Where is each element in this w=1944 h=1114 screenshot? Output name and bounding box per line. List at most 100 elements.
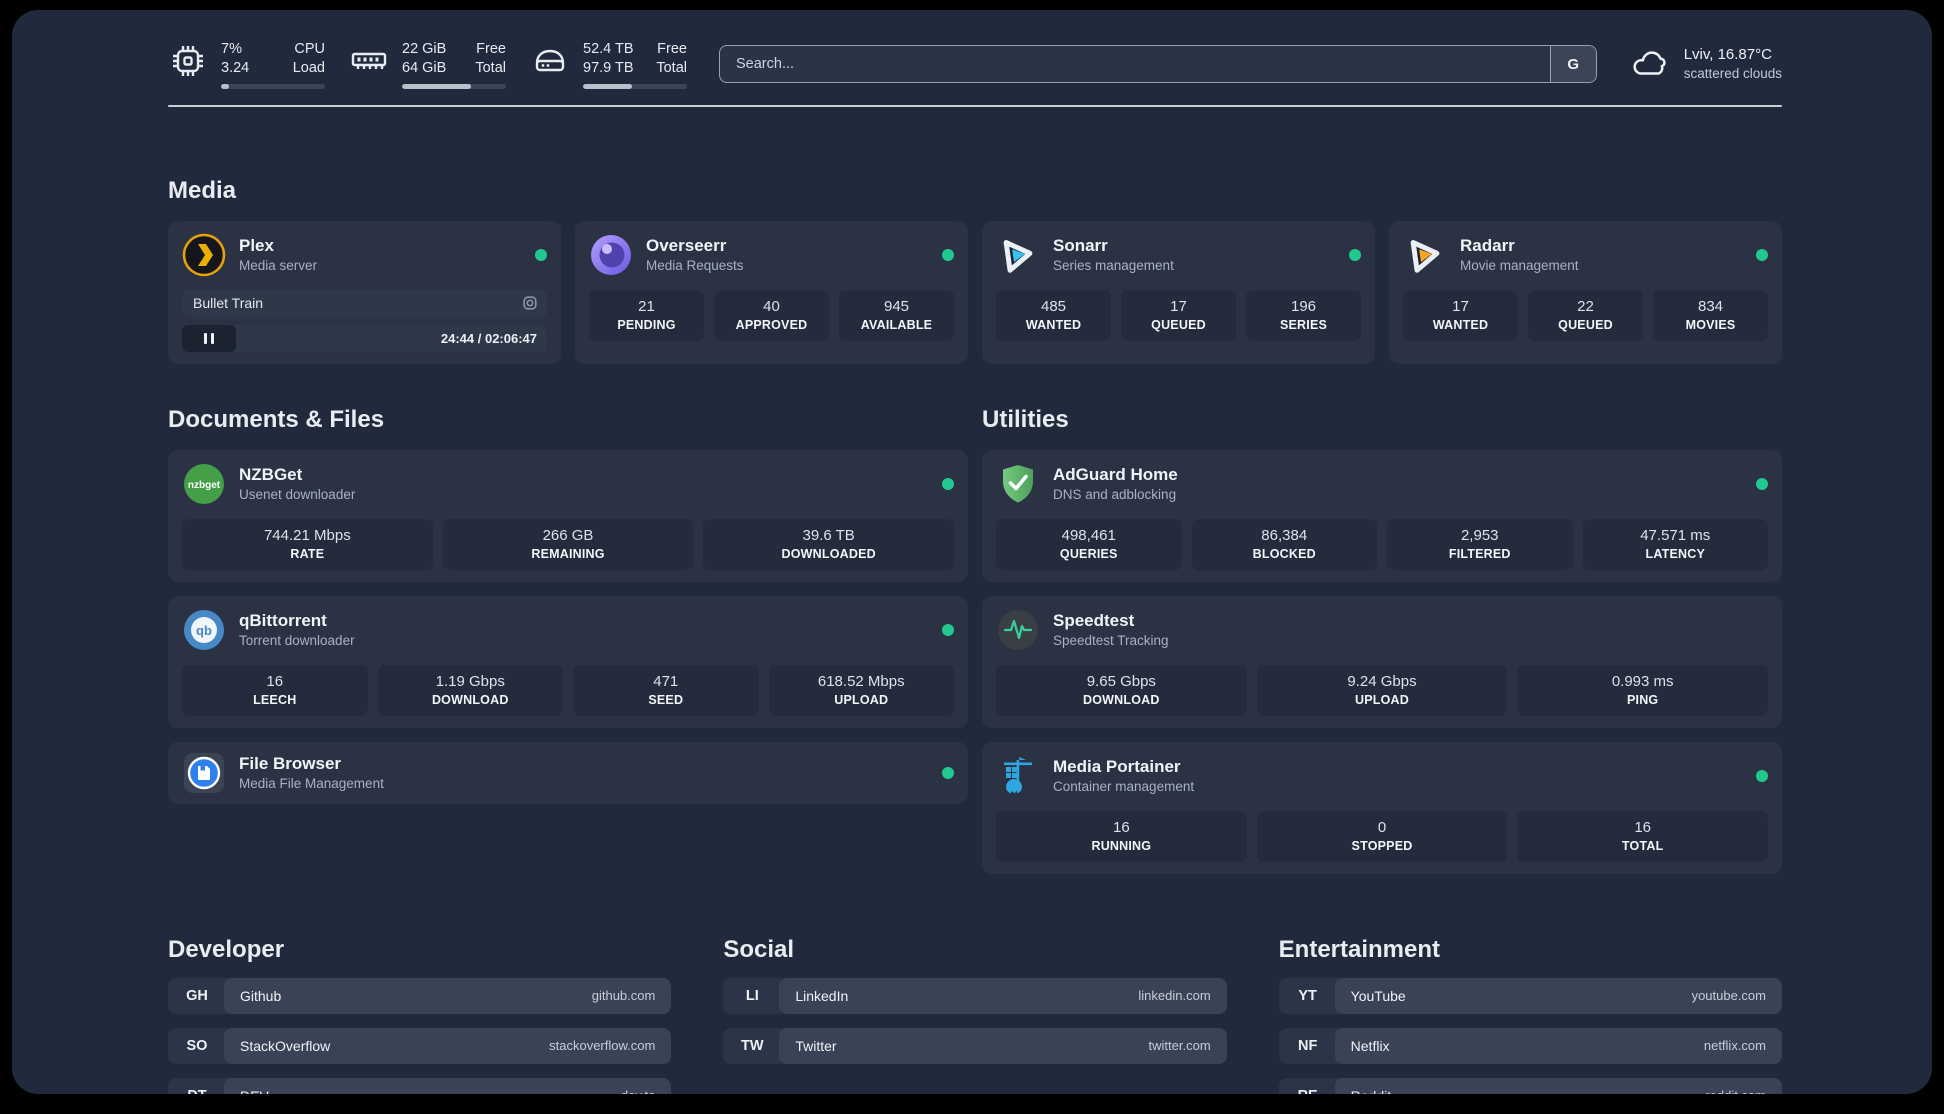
sonarr-app-link[interactable]: Sonarr Series management: [996, 233, 1174, 277]
section-title-media: Media: [168, 176, 237, 204]
stat-label: APPROVED: [735, 317, 808, 332]
overseerr-status-dot: [942, 248, 954, 261]
link-row-github[interactable]: GH Github github.com: [168, 977, 672, 1014]
ram-progress-bar: [402, 83, 506, 89]
stat-value: 266 GB: [542, 526, 594, 544]
sonarr-stat-series: 196 SERIES: [1246, 289, 1361, 341]
stat-label: RUNNING: [1091, 838, 1152, 853]
disk-total-label: Total: [656, 59, 687, 76]
stat-value: 471: [653, 672, 679, 690]
link-row-stackoverflow[interactable]: SO StackOverflow stackoverflow.com: [168, 1027, 672, 1064]
filebrowser-name: File Browser: [239, 753, 342, 773]
stat-value: 744.21 Mbps: [263, 526, 351, 544]
section-title-entertainment: Entertainment: [1278, 935, 1441, 963]
portainer-name: Media Portainer: [1053, 756, 1181, 776]
nzbget-stat-remaining: 266 GB REMAINING: [442, 518, 694, 570]
search-input[interactable]: [720, 46, 1550, 83]
radarr-status-dot: [1756, 248, 1768, 261]
qbittorrent-subtitle: Torrent downloader: [239, 632, 355, 648]
speedtest-subtitle: Speedtest Tracking: [1053, 632, 1169, 648]
now-playing-row: Bullet Train: [182, 289, 547, 317]
stat-value: 834: [1697, 297, 1724, 315]
adguard-subtitle: DNS and adblocking: [1053, 486, 1177, 502]
disk-free-label: Free: [657, 41, 687, 57]
adguard-app-link[interactable]: AdGuard Home DNS and adblocking: [996, 462, 1178, 506]
adguard-card: AdGuard Home DNS and adblocking 498,461 …: [982, 449, 1782, 582]
plex-icon: [182, 233, 226, 276]
sonarr-stat-queued: 17 QUEUED: [1121, 289, 1236, 341]
filebrowser-icon: [184, 752, 224, 793]
stat-label: AVAILABLE: [860, 317, 933, 332]
social-section: Social LI LinkedIn linkedin.com TW Twitt…: [723, 935, 1227, 1094]
link-name: YouTube: [1350, 987, 1406, 1004]
cpu-icon: [173, 46, 203, 76]
radarr-name: Radarr: [1460, 235, 1515, 255]
settings-icon[interactable]: [522, 295, 538, 311]
stat-label: RATE: [290, 546, 325, 561]
plex-app-link[interactable]: Plex Media server: [182, 233, 317, 277]
disk-progress-fill: [583, 83, 632, 89]
top-bar: 7% 3.24 CPU Load: [168, 10, 1782, 89]
link-name: Reddit: [1351, 1088, 1391, 1094]
weather-location-temp: Lviv, 16.87°C: [1683, 46, 1772, 64]
sonarr-name: Sonarr: [1053, 235, 1108, 255]
nzbget-app-link[interactable]: nzbget NZBGet Usenet downloader: [182, 462, 355, 506]
link-name: LinkedIn: [795, 987, 849, 1004]
speedtest-app-link[interactable]: Speedtest Speedtest Tracking: [996, 608, 1169, 652]
filebrowser-app-link[interactable]: File Browser Media File Management: [182, 751, 384, 795]
stat-value: 2,953: [1460, 526, 1499, 544]
stat-label: WANTED: [1025, 317, 1082, 332]
stat-value: 21: [638, 297, 655, 315]
radarr-icon: [1410, 239, 1440, 273]
link-row-youtube[interactable]: YT YouTube youtube.com: [1278, 977, 1782, 1014]
radarr-app-link[interactable]: Radarr Movie management: [1403, 233, 1579, 277]
media-grid: Plex Media server Bullet Train 24:44: [168, 220, 1782, 364]
stat-value: 16: [266, 672, 284, 690]
playback-progress-row[interactable]: 24:44 / 02:06:47: [182, 324, 547, 352]
stat-label: STOPPED: [1351, 838, 1413, 853]
portainer-stat-running: 16 RUNNING: [996, 810, 1247, 862]
filebrowser-subtitle: Media File Management: [239, 775, 384, 791]
speedtest-stat-download: 9.65 Gbps DOWNLOAD: [996, 664, 1247, 716]
stat-value: 9.24 Gbps: [1347, 672, 1417, 690]
disk-progress-bar: [583, 83, 687, 89]
filebrowser-card: File Browser Media File Management: [168, 741, 968, 804]
header-divider: [168, 104, 1782, 107]
pause-button[interactable]: [182, 324, 236, 352]
link-row-netflix[interactable]: NF Netflix netflix.com: [1278, 1027, 1782, 1064]
nzbget-status-dot: [942, 477, 954, 490]
portainer-stat-total: 16 TOTAL: [1517, 810, 1769, 862]
overseerr-app-link[interactable]: Overseerr Media Requests: [589, 233, 744, 277]
section-title-social: Social: [723, 935, 795, 963]
youtube-abbr-badge: YT: [1278, 977, 1345, 1014]
ram-widget: 22 GiB 64 GiB Free Total: [349, 40, 506, 89]
stat-label: PENDING: [617, 317, 676, 332]
netflix-abbr-badge: NF: [1278, 1027, 1345, 1064]
radarr-subtitle: Movie management: [1460, 257, 1579, 273]
link-domain: dev.to: [621, 1088, 655, 1094]
weather-widget: Lviv, 16.87°C scattered clouds: [1629, 43, 1782, 85]
stat-label: UPLOAD: [834, 692, 889, 707]
portainer-app-link[interactable]: Media Portainer Container management: [996, 754, 1194, 798]
radarr-card: Radarr Movie management 17 WANTED 22 QUE…: [1389, 220, 1782, 364]
link-row-linkedin[interactable]: LI LinkedIn linkedin.com: [723, 977, 1227, 1014]
qbittorrent-app-link[interactable]: qb qBittorrent Torrent downloader: [182, 608, 355, 652]
link-row-twitter[interactable]: TW Twitter twitter.com: [723, 1027, 1227, 1064]
cpu-usage-label: CPU: [294, 41, 325, 57]
adguard-name: AdGuard Home: [1053, 464, 1178, 484]
stat-label: QUERIES: [1059, 546, 1118, 561]
qbittorrent-stat-download: 1.19 Gbps DOWNLOAD: [377, 664, 563, 716]
speedtest-stat-ping: 0.993 ms PING: [1517, 664, 1769, 716]
link-row-dev[interactable]: DT DEV dev.to: [168, 1077, 672, 1094]
adguard-status-dot: [1756, 477, 1768, 490]
link-name: Twitter: [795, 1037, 837, 1054]
search-engine-button[interactable]: G: [1549, 46, 1596, 83]
stat-value: 16: [1634, 818, 1652, 836]
link-domain: github.com: [591, 988, 656, 1004]
ram-free-value: 22 GiB: [402, 41, 447, 57]
qbittorrent-stat-leech: 16 LEECH: [182, 664, 368, 716]
link-row-reddit[interactable]: RE Reddit reddit.com: [1278, 1077, 1782, 1094]
link-name: Github: [240, 987, 282, 1004]
stat-value: 1.19 Gbps: [435, 672, 505, 690]
qbittorrent-stat-upload: 618.52 Mbps UPLOAD: [768, 664, 954, 716]
